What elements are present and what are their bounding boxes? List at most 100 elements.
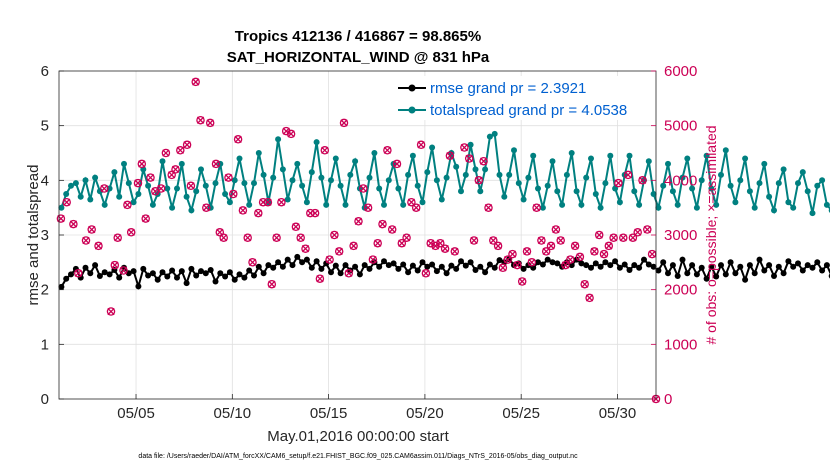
- series-point: [645, 261, 652, 268]
- obs-assimilated-cross: [254, 209, 262, 217]
- series-point: [255, 263, 262, 270]
- title-line2: SAT_HORIZONTAL_WIND @ 831 hPa: [227, 49, 490, 66]
- obs-possible-circle: [498, 263, 508, 273]
- series-point: [251, 272, 257, 279]
- series-point: [665, 160, 671, 167]
- series-point: [785, 199, 792, 206]
- obs-assimilated-cross: [264, 198, 272, 206]
- x-axis: 05/05 05/10 05/15 05/20 05/25 05/30: [117, 394, 636, 422]
- series-point: [111, 169, 118, 176]
- obs-marker: [263, 197, 273, 207]
- obs-marker: [301, 244, 310, 253]
- obs-marker: [411, 203, 421, 212]
- obs-possible-circle: [609, 233, 618, 242]
- obs-marker: [580, 279, 589, 289]
- series-point: [260, 171, 267, 178]
- series-point: [217, 270, 224, 277]
- series-point: [689, 262, 696, 269]
- obs-marker: [205, 118, 215, 128]
- obs-possible-circle: [219, 233, 228, 242]
- obs-possible-circle: [484, 203, 493, 212]
- series-point: [689, 185, 696, 192]
- series-point: [535, 259, 541, 266]
- series-point: [202, 270, 209, 277]
- obs-possible-circle: [205, 118, 215, 128]
- legend-rmse-marker: [408, 84, 416, 92]
- series-point: [68, 271, 74, 278]
- series-point: [539, 204, 546, 211]
- obs-assimilated-cross: [162, 149, 170, 157]
- series-point: [77, 193, 84, 200]
- obs-marker: [368, 255, 378, 264]
- series-point: [766, 262, 773, 269]
- obs-possible-circle: [267, 279, 277, 289]
- series-point: [607, 262, 614, 269]
- obs-assimilated-cross: [171, 165, 180, 174]
- series-point: [395, 185, 402, 192]
- series-point: [178, 160, 185, 167]
- series-point: [352, 158, 359, 165]
- series-point: [496, 257, 503, 264]
- obs-possible-circle: [100, 184, 109, 193]
- obs-possible-circle: [306, 208, 315, 218]
- obs-assimilated-cross: [192, 78, 200, 86]
- series-point: [650, 263, 657, 270]
- series-point: [756, 180, 763, 187]
- obs-marker: [493, 241, 503, 251]
- series-point: [96, 273, 103, 279]
- obs-assimilated-cross: [234, 135, 242, 143]
- y-right-tick-label: 4000: [664, 172, 697, 189]
- series-point: [429, 261, 436, 268]
- obs-possible-circle: [493, 241, 503, 251]
- series-point: [352, 263, 359, 270]
- series-point: [621, 261, 628, 268]
- obs-marker: [566, 255, 575, 264]
- obs-assimilated-cross: [349, 242, 358, 250]
- series-point: [559, 201, 566, 208]
- obs-assimilated-cross: [316, 275, 324, 283]
- obs-marker: [182, 140, 192, 150]
- series-point: [313, 258, 320, 265]
- series-point: [453, 265, 460, 272]
- y-right-tick-label: 1000: [664, 336, 697, 353]
- obs-marker: [469, 236, 479, 245]
- series-point: [87, 196, 94, 203]
- obs-possible-circle: [387, 225, 397, 234]
- obs-possible-circle: [445, 151, 455, 160]
- y-left-tick-label: 0: [41, 391, 49, 408]
- obs-possible-circle: [291, 222, 301, 232]
- series-point: [135, 283, 142, 290]
- obs-marker: [522, 247, 532, 256]
- series-point: [193, 272, 200, 279]
- series-point: [198, 166, 204, 173]
- obs-possible-circle: [383, 146, 392, 155]
- obs-assimilated-cross: [460, 143, 469, 152]
- series-point: [751, 270, 758, 277]
- series-point: [385, 262, 392, 269]
- obs-marker: [378, 219, 387, 229]
- legend-spread-label: totalspread grand pr = 4.0538: [430, 102, 627, 119]
- series-point: [771, 207, 777, 214]
- series-point: [684, 155, 691, 162]
- obs-assimilated-cross: [287, 130, 295, 138]
- series-point: [154, 276, 161, 283]
- obs-possible-circle: [62, 197, 71, 207]
- obs-possible-circle: [551, 225, 561, 234]
- series-point: [400, 201, 407, 208]
- series-point: [703, 152, 710, 159]
- series-point: [169, 267, 176, 274]
- obs-marker: [585, 293, 594, 303]
- obs-assimilated-cross: [119, 266, 128, 275]
- obs-possible-circle: [141, 214, 150, 223]
- obs-marker: [551, 225, 561, 234]
- series-point: [588, 264, 594, 271]
- series-point: [804, 262, 811, 269]
- series-point: [544, 182, 551, 189]
- series-point: [303, 256, 310, 263]
- obs-marker: [211, 159, 221, 169]
- obs-possible-circle: [378, 219, 387, 229]
- series-point: [592, 191, 599, 197]
- obs-assimilated-cross: [69, 220, 78, 228]
- obs-possible-circle: [349, 241, 358, 251]
- obs-marker: [315, 274, 325, 283]
